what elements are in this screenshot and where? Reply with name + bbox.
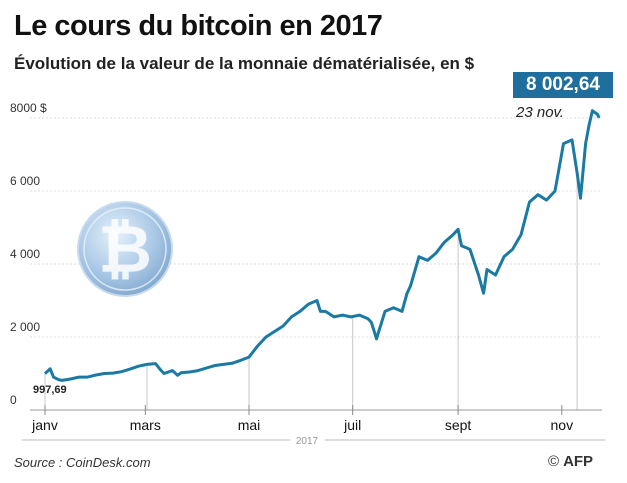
last-value-badge: 8 002,64 [513,72,613,98]
source-credit: Source : CoinDesk.com [14,455,151,470]
y-tick-label: 8000 $ [10,101,47,115]
x-tick-label: sept [445,417,472,433]
x-tick-label: mars [130,417,161,433]
bitcoin-coin-icon: ₿ [77,201,173,297]
svg-text:₿: ₿ [98,211,152,288]
bitcoin-price-series [43,109,601,382]
x-tick-label: nov [551,417,574,433]
price-line [43,109,601,382]
y-tick-label: 0 [10,393,17,407]
chart-title: Le cours du bitcoin en 2017 [14,10,383,42]
y-axis-ticks: 0 2 000 4 000 6 000 8000 $ [10,101,47,407]
x-tick-label: janv [31,417,58,433]
afp-logo-icon: © AFP [548,453,593,470]
last-date-label: 23 nov. [516,104,565,121]
y-tick-label: 6 000 [10,174,40,188]
copyright-symbol: © [548,453,560,470]
reference-lines [44,172,578,410]
x-tick-label: juil [343,417,361,433]
afp-credit: AFP [563,453,594,470]
x-tick-label: mai [238,417,261,433]
y-tick-label: 4 000 [10,247,40,261]
x-axis-ticks: janv mars mai juil sept nov [31,405,573,433]
gridlines [30,117,602,338]
chart-subtitle: Évolution de la valeur de la monnaie dém… [14,54,475,73]
y-tick-label: 2 000 [10,320,40,334]
x-axis-year-label: 2017 [296,436,319,447]
first-value-label: 997,69 [33,384,67,396]
